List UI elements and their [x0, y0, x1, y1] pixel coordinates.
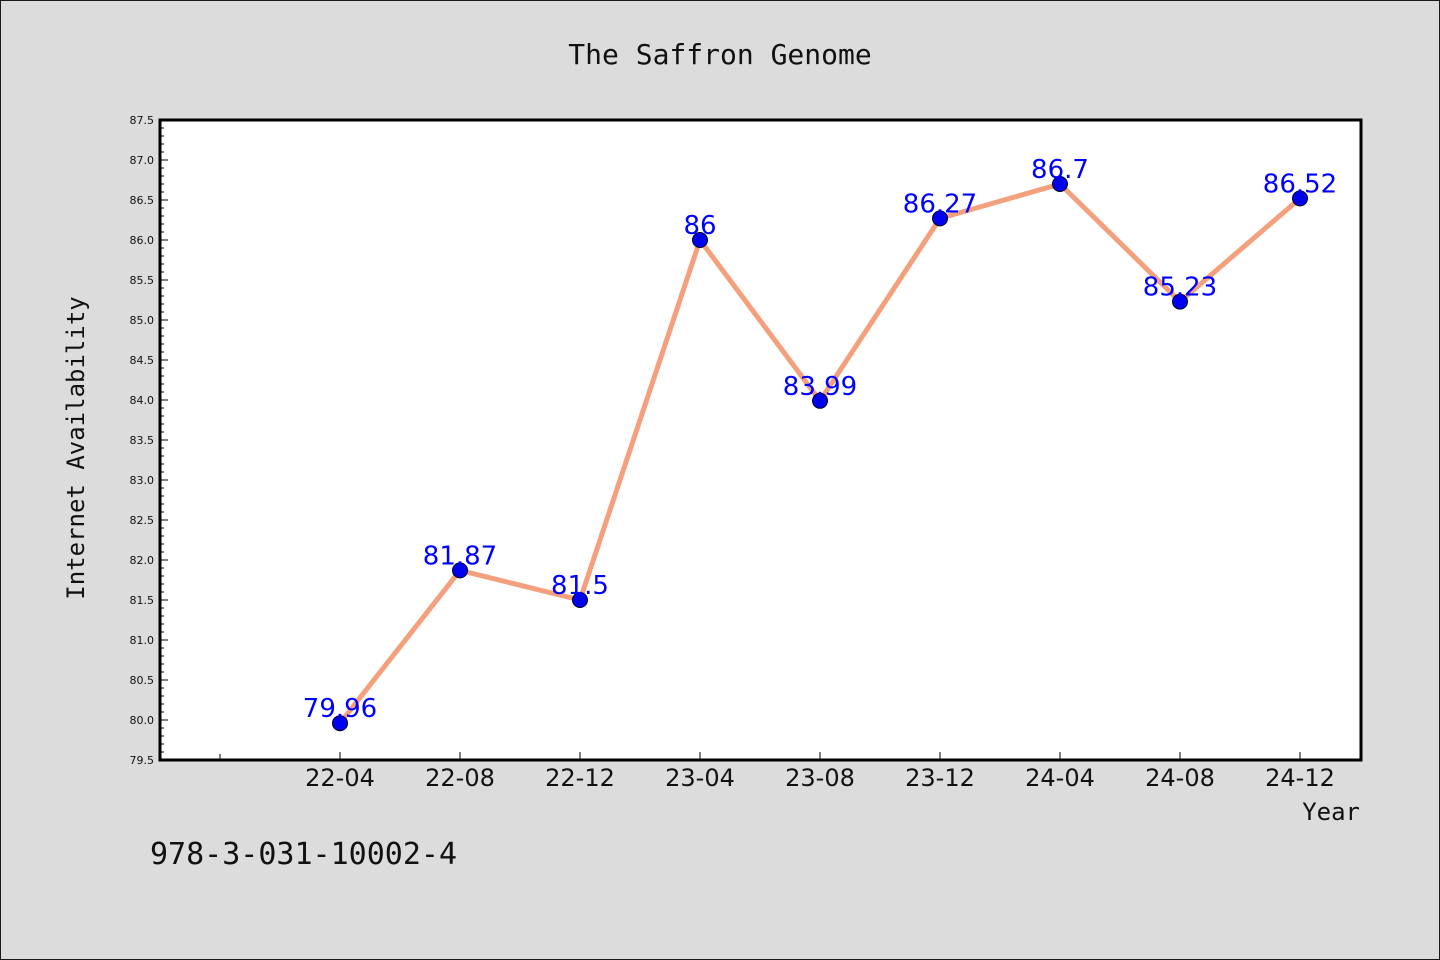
x-tick-label: 22-12 [545, 764, 615, 792]
y-axis-label: Internet Availability [62, 296, 90, 599]
plot-area [158, 118, 1363, 762]
x-tick-label: 24-04 [1025, 764, 1095, 792]
data-label: 81.87 [423, 541, 497, 571]
x-axis-ticks: 22-04 22-08 22-12 23-04 23-08 23-12 24-04 24-08… [219, 752, 1335, 792]
y-tick-label: 83.0 [130, 474, 155, 487]
data-point [332, 715, 348, 732]
chart-title: The Saffron Genome [568, 38, 871, 71]
y-tick-label: 80.5 [130, 674, 155, 687]
y-tick-label: 80.0 [130, 714, 155, 727]
y-tick-label: 79.5 [130, 754, 155, 767]
data-point [692, 232, 708, 248]
series-line [332, 176, 1308, 732]
data-labels: 79.96 81.87 81.5 86 83.99 86.27 86.7 85.23 86.52 [303, 155, 1337, 724]
y-tick-label: 84.0 [130, 394, 155, 407]
y-tick-label: 81.5 [130, 594, 155, 607]
y-tick-label: 81.0 [130, 634, 155, 647]
y-tick-label: 86.5 [130, 194, 155, 207]
data-point [452, 562, 468, 579]
data-label: 83.99 [783, 372, 857, 402]
data-label: 86.27 [903, 189, 977, 219]
y-tick-label: 84.5 [130, 354, 155, 367]
y-tick-label: 82.0 [130, 554, 155, 567]
footer-isbn: 978-3-031-10002-4 [150, 837, 457, 872]
data-label: 81.5 [551, 571, 609, 601]
y-tick-label: 83.5 [130, 434, 155, 447]
y-axis-ticks: 79.5 80.0 80.5 81.0 81.5 82.0 82.5 83.0 83.5 84.0… [130, 114, 168, 767]
y-tick-label: 87.0 [130, 154, 155, 167]
x-tick-label: 24-12 [1265, 764, 1335, 792]
data-point [932, 210, 948, 227]
data-point [1052, 176, 1068, 192]
data-point [812, 392, 828, 409]
data-label: 86.7 [1031, 155, 1089, 185]
x-tick-label: 24-08 [1145, 764, 1215, 792]
x-tick-label: 22-04 [305, 764, 375, 792]
data-label: 79.96 [303, 694, 377, 724]
x-axis-label: Year [1302, 798, 1360, 826]
data-point [572, 592, 588, 608]
x-tick-label: 22-08 [425, 764, 495, 792]
x-tick-label: 23-04 [665, 764, 735, 792]
y-tick-label: 86.0 [130, 234, 155, 247]
data-label: 86 [683, 211, 716, 241]
data-point [1172, 293, 1188, 310]
x-tick-label: 23-12 [905, 764, 975, 792]
y-tick-label: 85.5 [130, 274, 155, 287]
data-label: 85.23 [1143, 273, 1217, 303]
x-tick-label: 23-08 [785, 764, 855, 792]
data-label: 86.52 [1263, 169, 1337, 199]
y-tick-label: 82.5 [130, 514, 155, 527]
data-point [1292, 190, 1308, 207]
y-tick-label: 87.5 [130, 114, 155, 127]
y-tick-label: 85.0 [130, 314, 155, 327]
